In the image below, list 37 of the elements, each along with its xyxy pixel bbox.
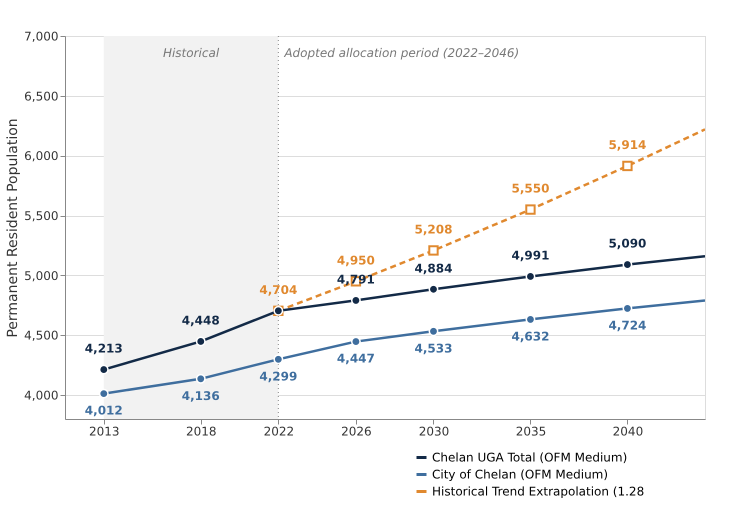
- x-tick-label: 2026: [341, 424, 372, 438]
- x-tick-label: 2022: [264, 424, 294, 438]
- data-label: 4,884: [414, 261, 452, 276]
- data-label: 4,704: [259, 282, 298, 297]
- legend-label: Chelan UGA Total (OFM Medium): [432, 450, 628, 464]
- y-tick-label: 7,000: [24, 30, 58, 44]
- y-tick-label: 4,000: [24, 388, 58, 403]
- data-label: 4,136: [182, 388, 220, 403]
- ref-line-label: Adopted allocation period (2022–2046): [283, 46, 520, 60]
- data-label: 4,950: [336, 253, 375, 268]
- legend-label: City of Chelan (OFM Medium): [432, 468, 608, 482]
- data-label: 4,213: [84, 342, 123, 356]
- data-label: 4,447: [336, 352, 375, 366]
- data-label: 4,632: [511, 329, 550, 344]
- y-tick-label: 5,000: [24, 268, 58, 283]
- data-label: 4,448: [182, 313, 220, 328]
- y-tick-label: 6,500: [24, 89, 58, 104]
- x-tick-label: 2035: [516, 424, 546, 438]
- data-label: 4,299: [259, 369, 298, 384]
- data-label: 4,533: [414, 341, 452, 356]
- x-tick-label: 2013: [89, 424, 120, 438]
- data-label: 5,208: [414, 222, 452, 236]
- x-tick-label: 2040: [612, 424, 644, 438]
- y-tick-label: 5,500: [24, 209, 58, 224]
- data-label: 4,724: [608, 318, 646, 332]
- data-label: 5,914: [608, 138, 646, 152]
- y-tick-label: 4,500: [24, 328, 58, 343]
- data-label: 4,012: [84, 404, 123, 418]
- x-tick-label: 2018: [186, 424, 217, 438]
- band-label: Historical: [162, 46, 220, 60]
- y-axis-title: Permanent Resident Population: [5, 118, 22, 338]
- data-label: 4,991: [511, 248, 550, 262]
- legend-label: Historical Trend Extrapolation (1.28: [432, 484, 644, 498]
- x-tick-label: 2030: [418, 424, 450, 438]
- data-label: 5,090: [608, 236, 646, 251]
- y-tick-label: 6,000: [24, 149, 58, 164]
- data-label: 5,550: [511, 182, 550, 196]
